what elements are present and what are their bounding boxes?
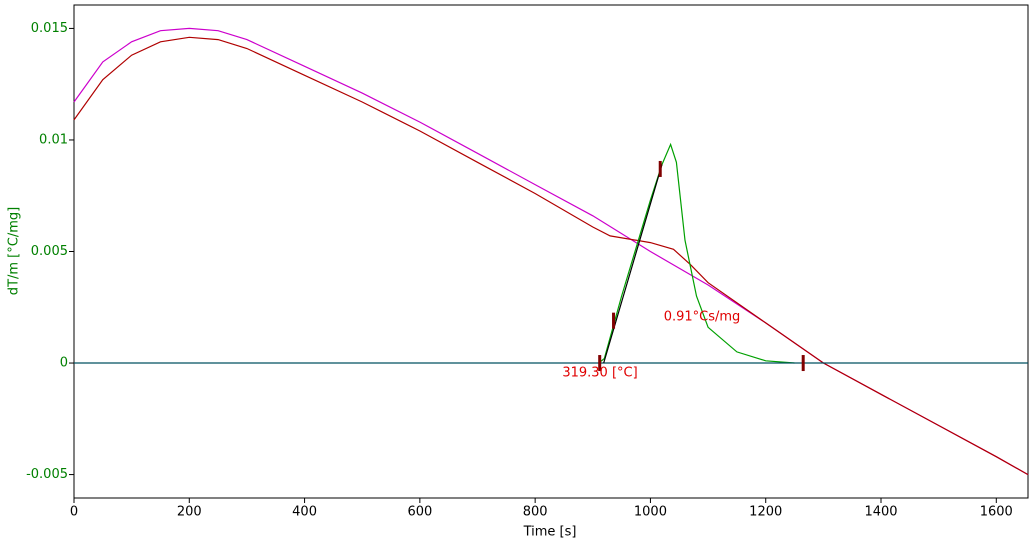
x-tick-label: 800: [523, 505, 548, 520]
x-axis-title: Time [s]: [523, 525, 577, 540]
marker: [612, 312, 616, 329]
x-tick-label: 1000: [634, 505, 667, 520]
y-tick-label: 0: [60, 356, 68, 371]
x-tick-label: 200: [177, 505, 202, 520]
annotation: 319.30 [°C]: [562, 366, 637, 381]
y-tick-label: 0.005: [31, 244, 68, 259]
series-line: [598, 142, 795, 364]
x-tick-label: 400: [292, 505, 317, 520]
series-line: [73, 36, 1029, 476]
x-tick-label: 600: [407, 505, 432, 520]
x-tick-label: 1200: [749, 505, 782, 520]
marker: [598, 355, 602, 372]
y-tick-label: 0.01: [39, 132, 68, 147]
y-tick-label: 0.015: [31, 21, 68, 36]
marker: [801, 355, 805, 372]
marker: [658, 160, 662, 177]
plot-frame: [73, 4, 1029, 499]
annotation: 0.91°Cs/mg: [664, 310, 741, 325]
series-line: [73, 27, 1029, 476]
x-tick-label: 1600: [980, 505, 1013, 520]
series-line: [603, 164, 663, 364]
x-tick-label: 0: [70, 505, 78, 520]
y-tick-label: -0.005: [26, 467, 68, 482]
x-tick-label: 1400: [864, 505, 897, 520]
y-axis-title: dT/m [°C/mg]: [7, 207, 22, 295]
